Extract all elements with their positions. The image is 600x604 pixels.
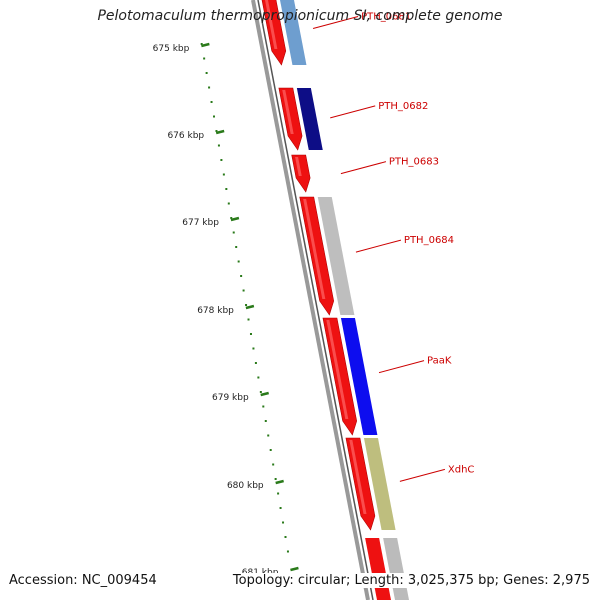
backbone-track	[251, 0, 374, 601]
gene-label: PaaK	[427, 356, 452, 367]
genome-summary: Topology: circular; Length: 3,025,375 bp…	[232, 573, 590, 588]
scale-label: 676 kbp	[167, 131, 204, 141]
major-tick	[245, 304, 255, 310]
accession-text: Accession: NC_009454	[9, 573, 157, 588]
function-band	[363, 438, 396, 530]
leader-line	[312, 16, 359, 29]
gene-highlight	[295, 157, 302, 176]
scale-label: 677 kbp	[182, 218, 219, 228]
function-band	[279, 0, 307, 65]
scale-label: 678 kbp	[197, 306, 234, 316]
major-tick	[215, 129, 225, 135]
scale-label: 679 kbp	[212, 393, 249, 403]
function-track	[279, 0, 410, 604]
gene-highlight	[349, 440, 367, 514]
backbone-line	[251, 0, 370, 601]
backbone-line	[257, 0, 374, 601]
leader-line	[378, 360, 425, 374]
major-tick	[275, 479, 284, 485]
function-band	[296, 88, 323, 150]
gene-label: PTH_0682	[378, 101, 428, 112]
function-band	[317, 197, 355, 315]
gene-labels: PTH_0681 PTH_0682 PTH_0683 PTH_0684 PaaK XdhC	[312, 12, 475, 482]
scale-label: 675 kbp	[153, 44, 190, 54]
gene-label: PTH_0681	[361, 12, 411, 23]
gene-track	[261, 0, 392, 604]
gene-highlight	[282, 90, 294, 134]
major-tick	[290, 566, 299, 572]
map-title: Pelotomaculum thermopropionicum SI, comp…	[97, 8, 503, 24]
gene-label: PTH_0683	[389, 157, 439, 168]
leader-line	[340, 161, 387, 175]
gene-highlight	[264, 0, 278, 49]
scale-label: 680 kbp	[227, 481, 264, 491]
major-tick	[201, 42, 210, 48]
leader-line	[355, 239, 402, 253]
major-tick	[230, 216, 240, 222]
major-tick	[260, 391, 269, 397]
leader-line	[399, 468, 446, 482]
function-band	[340, 318, 378, 435]
leader-line	[330, 105, 376, 119]
gene-highlight	[326, 320, 349, 419]
gene-label: XdhC	[448, 464, 475, 475]
gene-highlight	[303, 199, 326, 299]
gene-label: PTH_0684	[404, 235, 454, 246]
